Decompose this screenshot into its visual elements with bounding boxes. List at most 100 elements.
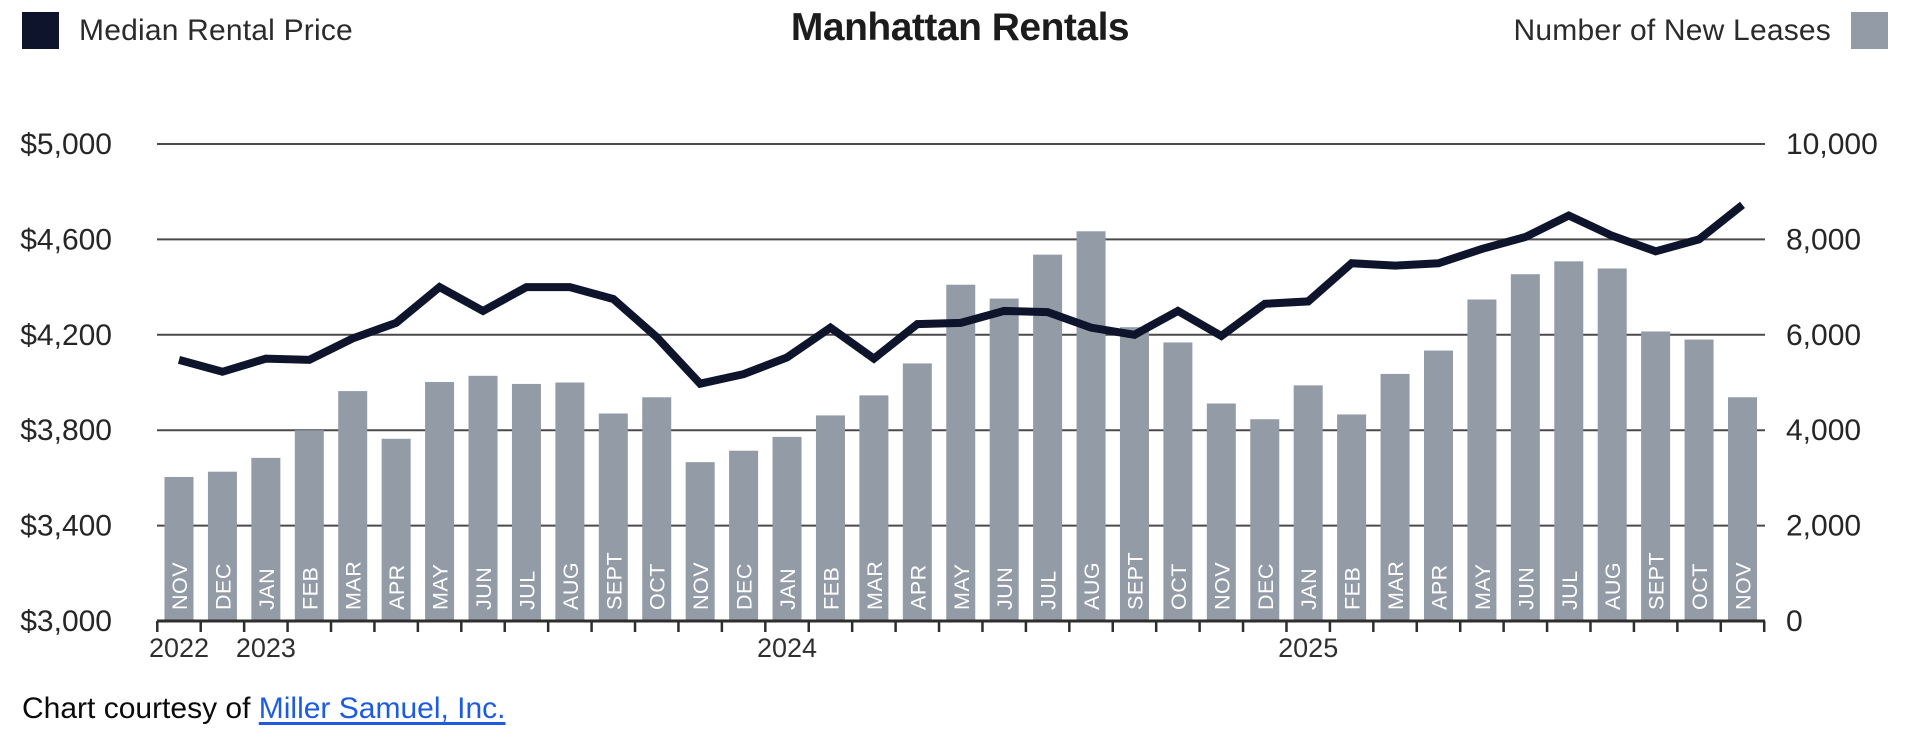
- median-price-swatch-icon: [22, 12, 59, 49]
- lease-bar: [946, 284, 976, 621]
- month-label: DEC: [211, 563, 235, 610]
- lease-bar: [251, 457, 281, 621]
- lease-bar: [1597, 268, 1627, 621]
- month-label: APR: [385, 564, 409, 610]
- month-label: JUL: [515, 570, 539, 610]
- right-axis-tick-label: 8,000: [1786, 223, 1861, 256]
- lease-bar: [1076, 231, 1106, 621]
- month-label: AUG: [1601, 562, 1625, 610]
- right-axis-tick-label: 0: [1786, 605, 1803, 638]
- month-label: APR: [906, 564, 930, 610]
- left-axis-tick-label: $4,600: [20, 223, 112, 256]
- lease-bar: [164, 476, 194, 621]
- month-label: JAN: [776, 568, 800, 610]
- lease-bar: [511, 383, 541, 621]
- lease-bar: [1467, 299, 1497, 621]
- lease-bar: [859, 395, 889, 621]
- legend-new-leases: Number of New Leases: [1514, 12, 1888, 49]
- right-axis-tick-label: 4,000: [1786, 414, 1861, 447]
- month-label: FEB: [1341, 567, 1365, 610]
- month-label: SEPT: [602, 552, 626, 610]
- month-label: SEPT: [1123, 552, 1147, 610]
- month-label: JUL: [1558, 570, 1582, 610]
- month-label: MAY: [1471, 564, 1495, 611]
- lease-bar: [1293, 385, 1323, 621]
- month-label: MAY: [429, 564, 453, 611]
- month-label: MAR: [342, 561, 366, 610]
- legend-median-label: Median Rental Price: [79, 13, 353, 47]
- left-axis-tick-label: $5,000: [20, 128, 112, 161]
- month-label: FEB: [819, 567, 843, 610]
- lease-bar: [381, 438, 411, 621]
- year-label: 2023: [236, 633, 296, 663]
- month-label: NOV: [1210, 562, 1234, 610]
- month-label: OCT: [646, 563, 670, 610]
- month-label: JUN: [993, 567, 1017, 610]
- lease-bar: [772, 436, 802, 621]
- lease-bar: [1684, 339, 1714, 621]
- lease-bar: [902, 363, 932, 621]
- new-leases-swatch-icon: [1851, 12, 1888, 49]
- month-label: DEC: [733, 563, 757, 610]
- lease-bar: [598, 413, 628, 621]
- lease-bar: [294, 430, 324, 621]
- year-label: 2022: [149, 633, 209, 663]
- right-axis-tick-label: 6,000: [1786, 319, 1861, 352]
- page-title: Manhattan Rentals: [790, 6, 1130, 49]
- month-label: AUG: [1080, 562, 1104, 610]
- legend-median-rental-price: Median Rental Price: [22, 12, 353, 49]
- lease-bar: [1510, 274, 1540, 621]
- month-label: MAR: [863, 561, 887, 610]
- month-label: JAN: [1297, 568, 1321, 610]
- month-label: NOV: [1732, 562, 1756, 610]
- left-axis-tick-label: $3,400: [20, 510, 112, 543]
- lease-bar: [468, 375, 498, 621]
- lease-bar: [642, 397, 672, 621]
- lease-bar: [1250, 419, 1280, 621]
- month-label: DEC: [1254, 563, 1278, 610]
- lease-bar: [1163, 342, 1193, 621]
- footer-credit: Chart courtesy of Miller Samuel, Inc.: [22, 692, 506, 726]
- right-axis-tick-label: 10,000: [1786, 128, 1878, 161]
- month-label: JAN: [255, 568, 279, 610]
- right-axis-tick-label: 2,000: [1786, 510, 1861, 543]
- month-label: FEB: [298, 567, 322, 610]
- month-label: JUL: [1037, 570, 1061, 610]
- lease-bar: [989, 298, 1019, 621]
- left-axis-tick-label: $3,000: [20, 605, 112, 638]
- month-label: OCT: [1167, 563, 1191, 610]
- lease-bar: [338, 391, 368, 621]
- month-label: APR: [1427, 564, 1451, 610]
- month-label: OCT: [1688, 563, 1712, 610]
- month-label: AUG: [559, 562, 583, 610]
- left-axis-tick-label: $4,200: [20, 319, 112, 352]
- legend-leases-label: Number of New Leases: [1513, 13, 1831, 47]
- lease-bar: [685, 462, 715, 621]
- lease-bar: [1380, 373, 1410, 621]
- lease-bar: [1119, 327, 1149, 621]
- lease-bar: [1206, 403, 1236, 621]
- month-label: MAR: [1384, 561, 1408, 610]
- month-label: MAY: [950, 564, 974, 611]
- year-label: 2025: [1278, 633, 1338, 663]
- miller-samuel-link[interactable]: Miller Samuel, Inc.: [258, 692, 506, 725]
- rental-price-line: [177, 201, 1745, 389]
- lease-bar: [1728, 397, 1757, 621]
- lease-bar: [815, 415, 845, 621]
- year-label: 2024: [757, 633, 817, 663]
- lease-bar: [1641, 331, 1671, 621]
- month-label: JUN: [472, 567, 496, 610]
- lease-bar: [1337, 414, 1367, 621]
- month-label: NOV: [168, 562, 192, 610]
- footer-credit-text: Chart courtesy of: [22, 692, 259, 725]
- month-label: NOV: [689, 562, 713, 610]
- lease-bar: [425, 382, 455, 621]
- lease-bar: [1423, 350, 1453, 621]
- lease-bar: [1554, 261, 1584, 621]
- lease-bar: [555, 382, 585, 621]
- left-axis-tick-label: $3,800: [20, 414, 112, 447]
- lease-bar: [729, 450, 759, 621]
- month-label: SEPT: [1645, 552, 1669, 610]
- month-label: JUN: [1514, 567, 1538, 610]
